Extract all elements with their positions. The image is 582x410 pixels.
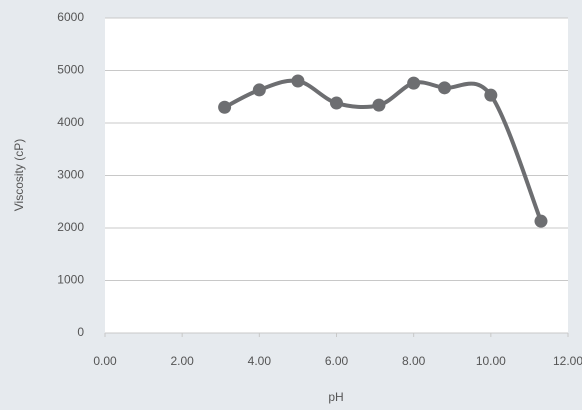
data-point xyxy=(372,98,386,112)
y-tick-label: 2000 xyxy=(57,220,84,234)
x-tick-label: 8.00 xyxy=(402,354,426,368)
y-tick-label: 4000 xyxy=(57,115,84,129)
y-tick-label: 5000 xyxy=(57,63,84,77)
data-point xyxy=(330,96,343,110)
y-axis-label: Viscosity (cP) xyxy=(12,139,26,211)
x-tick-label: 10.00 xyxy=(476,354,506,368)
data-point xyxy=(218,100,232,114)
data-point xyxy=(291,74,305,88)
x-tick-label: 0.00 xyxy=(93,354,117,368)
y-tick-label: 6000 xyxy=(57,10,84,24)
data-point xyxy=(407,76,421,90)
y-tick-label: 3000 xyxy=(57,168,84,182)
data-point xyxy=(484,88,498,102)
x-tick-label: 6.00 xyxy=(325,354,349,368)
x-tick-label: 12.00 xyxy=(553,354,582,368)
data-point xyxy=(438,81,452,95)
x-tick-label: 4.00 xyxy=(248,354,272,368)
data-point xyxy=(252,83,266,97)
x-axis-label: pH xyxy=(328,390,343,404)
data-point xyxy=(534,214,548,228)
y-tick-label: 1000 xyxy=(57,273,84,287)
y-tick-label: 0 xyxy=(77,325,84,339)
x-tick-label: 2.00 xyxy=(170,354,194,368)
